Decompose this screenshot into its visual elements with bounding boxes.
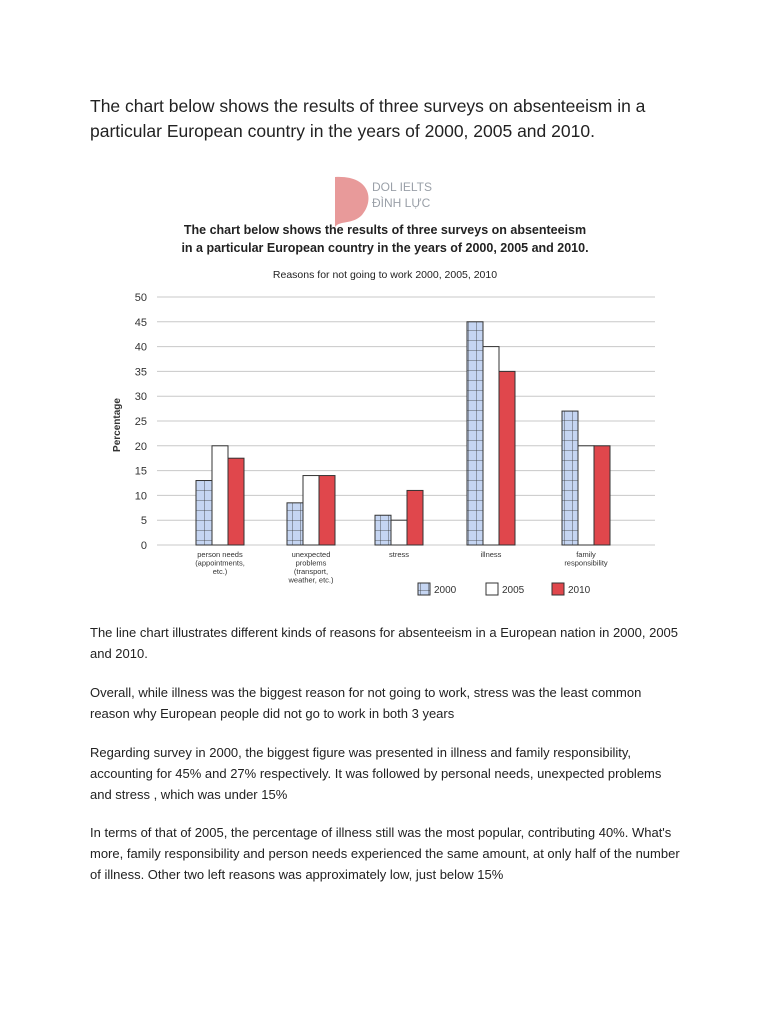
bar-2005 (390, 519, 408, 546)
chart-title-line2: in a particular European country in the … (181, 241, 588, 255)
legend-label-2010: 2010 (568, 585, 591, 596)
y-tick-label: 5 (141, 515, 147, 527)
logo-line2: ĐÌNH LỰC (372, 195, 431, 210)
x-tick-label: problems (296, 559, 327, 568)
y-tick-label: 10 (135, 490, 147, 502)
bar-2000 (195, 480, 213, 546)
bar-chart: DOL IELTS ĐÌNH LỰC The chart below shows… (112, 176, 655, 596)
legend-label-2005: 2005 (502, 585, 525, 596)
logo-mark-icon (335, 176, 369, 227)
paragraph-4: In terms of that of 2005, the percentage… (90, 825, 680, 882)
bar-2005 (577, 445, 595, 546)
bar-2000 (374, 514, 392, 546)
chart-title-line1: The chart below shows the results of thr… (184, 223, 586, 237)
x-tick-label: illness (481, 550, 502, 559)
x-tick-label: responsibility (564, 559, 608, 568)
y-tick-label: 30 (135, 391, 147, 403)
bar-2005 (482, 346, 500, 546)
bar-2010 (406, 489, 424, 546)
legend-swatch-2000 (417, 582, 431, 596)
x-tick-label: (transport, (294, 567, 328, 576)
bar-2010 (593, 445, 611, 546)
y-tick-label: 40 (135, 342, 147, 354)
paragraph-1: The line chart illustrates different kin… (90, 625, 679, 661)
bar-2005 (302, 475, 320, 546)
legend-swatch-2005 (485, 582, 499, 596)
bar-2010 (318, 475, 336, 546)
paragraph-3: Regarding survey in 2000, the biggest fi… (90, 745, 662, 802)
x-tick-label: (appointments, (195, 559, 245, 568)
y-tick-label: 15 (135, 466, 147, 478)
bar-2010 (498, 370, 516, 546)
bar-2000 (466, 321, 484, 546)
logo: DOL IELTS ĐÌNH LỰC (335, 176, 432, 227)
x-tick-label: stress (389, 550, 409, 559)
bar-2005 (211, 445, 229, 546)
legend-swatch-2010 (551, 582, 565, 596)
x-tick-label: family (576, 550, 596, 559)
x-tick-label: person needs (197, 550, 243, 559)
y-tick-label: 0 (141, 540, 147, 552)
legend-label-2000: 2000 (434, 585, 457, 596)
logo-line1: DOL IELTS (372, 180, 432, 194)
document-heading: The chart below shows the results of thr… (90, 96, 646, 141)
x-tick-label: unexpected (292, 550, 331, 559)
y-axis-label: Percentage (112, 398, 123, 452)
y-tick-label: 45 (135, 317, 147, 329)
y-tick-label: 35 (135, 366, 147, 378)
paragraph-2: Overall, while illness was the biggest r… (90, 685, 642, 721)
bar-2000 (286, 502, 304, 546)
x-tick-label: weather, etc.) (287, 576, 334, 585)
chart-subtitle: Reasons for not going to work 2000, 2005… (273, 269, 497, 281)
y-tick-label: 20 (135, 441, 147, 453)
y-tick-label: 25 (135, 416, 147, 428)
y-tick-label: 50 (135, 292, 147, 304)
x-tick-label: etc.) (213, 567, 228, 576)
bar-2000 (561, 410, 579, 546)
bar-2010 (227, 457, 245, 546)
